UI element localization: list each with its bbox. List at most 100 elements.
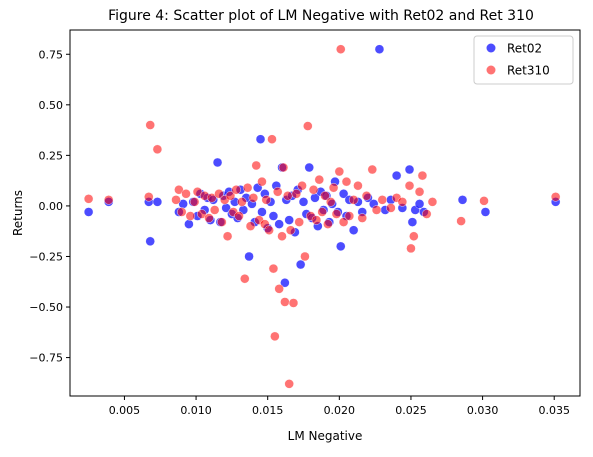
legend-label-ret02: Ret02 — [507, 42, 542, 56]
data-point-ret310 — [314, 174, 324, 185]
data-point-ret02 — [244, 251, 254, 262]
data-point-ret310 — [348, 195, 359, 205]
data-point-ret310 — [331, 209, 342, 219]
x-tick-label: 0.010 — [180, 404, 212, 417]
series-ret310 — [83, 44, 561, 389]
data-point-ret02 — [457, 195, 468, 205]
data-point-ret310 — [320, 191, 330, 201]
x-axis: 0.005 0.010 0.015 0.020 0.025 0.030 0.035 — [109, 396, 570, 417]
data-point-ret310 — [317, 207, 327, 217]
y-tick-label: 0.25 — [39, 149, 64, 162]
data-point-ret310 — [209, 205, 220, 215]
data-point-ret310 — [427, 197, 438, 207]
data-point-ret310 — [261, 195, 271, 205]
data-point-ret310 — [185, 211, 196, 221]
data-point-ret310 — [285, 225, 296, 235]
data-point-ret02 — [480, 207, 491, 217]
y-tick-label: −0.50 — [29, 301, 63, 314]
data-point-ret310 — [371, 205, 382, 215]
data-point-ret310 — [152, 144, 163, 155]
legend-marker-ret02 — [486, 43, 496, 53]
data-point-ret310 — [248, 193, 259, 203]
data-point-ret02 — [255, 134, 266, 144]
y-axis: −0.75 −0.50 −0.25 0.00 0.25 0.50 0.75 — [29, 48, 70, 365]
data-point-ret310 — [294, 217, 304, 227]
data-point-ret310 — [225, 191, 236, 201]
data-point-ret310 — [367, 164, 377, 175]
data-point-ret310 — [242, 183, 253, 193]
data-point-ret310 — [204, 213, 214, 223]
data-point-ret310 — [245, 221, 256, 231]
data-point-ret310 — [171, 195, 181, 205]
data-point-ret310 — [377, 195, 387, 205]
data-point-ret310 — [386, 203, 396, 213]
data-point-ret02 — [257, 207, 267, 217]
data-point-ret310 — [189, 197, 200, 207]
y-tick-label: 0.00 — [39, 200, 64, 213]
data-point-ret310 — [336, 44, 346, 54]
x-tick-label: 0.005 — [109, 404, 141, 417]
data-point-ret02 — [391, 170, 402, 181]
legend-box — [473, 35, 574, 85]
data-point-ret310 — [264, 225, 274, 235]
data-point-ret310 — [406, 243, 416, 254]
data-point-ret310 — [288, 298, 299, 308]
data-point-ret310 — [303, 121, 313, 131]
data-point-ret310 — [277, 231, 287, 241]
data-point-ret310 — [291, 189, 302, 199]
data-point-ret310 — [344, 211, 355, 221]
data-point-ret310 — [409, 231, 419, 241]
data-point-ret02 — [184, 219, 194, 229]
data-point-ret02 — [348, 225, 359, 235]
data-point-ret310 — [284, 379, 294, 389]
data-point-ret310 — [273, 187, 283, 197]
data-point-ret02 — [404, 164, 415, 175]
data-point-ret310 — [278, 162, 289, 173]
y-tick-label: −0.75 — [29, 352, 63, 365]
data-point-ret310 — [197, 209, 207, 219]
data-point-ret310 — [357, 213, 367, 223]
data-point-ret310 — [404, 180, 415, 191]
data-point-ret310 — [237, 197, 247, 207]
data-point-ret310 — [297, 180, 307, 191]
data-point-ret310 — [328, 183, 339, 193]
data-point-ret310 — [479, 196, 489, 206]
data-point-ret02 — [336, 241, 346, 252]
x-tick-label: 0.025 — [395, 404, 427, 417]
data-point-ret310 — [240, 274, 250, 284]
data-point-ret02 — [145, 236, 155, 247]
x-tick-label: 0.015 — [252, 404, 284, 417]
data-point-ret310 — [414, 187, 425, 197]
data-point-ret310 — [422, 209, 432, 219]
x-tick-label: 0.035 — [538, 404, 570, 417]
data-point-ret02 — [338, 189, 349, 199]
data-point-ret310 — [353, 180, 363, 191]
data-point-ret310 — [207, 193, 217, 203]
data-point-ret310 — [311, 215, 322, 225]
data-point-ret310 — [83, 194, 94, 204]
data-point-ret310 — [214, 189, 224, 199]
data-point-ret02 — [304, 162, 314, 173]
data-point-ret310 — [283, 191, 293, 201]
y-axis-label: Returns — [11, 190, 25, 236]
data-point-ret310 — [145, 120, 155, 130]
data-point-ret02 — [280, 278, 290, 288]
data-point-ret310 — [338, 217, 349, 227]
data-point-ret310 — [326, 197, 336, 207]
data-point-ret310 — [300, 251, 310, 262]
data-point-ret310 — [217, 217, 227, 227]
data-point-ret310 — [550, 192, 561, 202]
x-tick-label: 0.020 — [324, 404, 356, 417]
y-tick-label: −0.25 — [29, 250, 63, 263]
chart-title: Figure 4: Scatter plot of LM Negative wi… — [108, 8, 534, 24]
data-point-ret310 — [417, 170, 428, 181]
data-point-ret02 — [83, 207, 94, 217]
plot-frame — [69, 29, 581, 397]
data-point-ret02 — [414, 199, 425, 209]
x-tick-label: 0.030 — [467, 404, 499, 417]
x-axis-label: LM Negative — [288, 429, 363, 443]
data-point-ret02 — [152, 197, 163, 207]
legend-label-ret310: Ret310 — [507, 64, 550, 78]
data-point-ret310 — [270, 331, 280, 342]
